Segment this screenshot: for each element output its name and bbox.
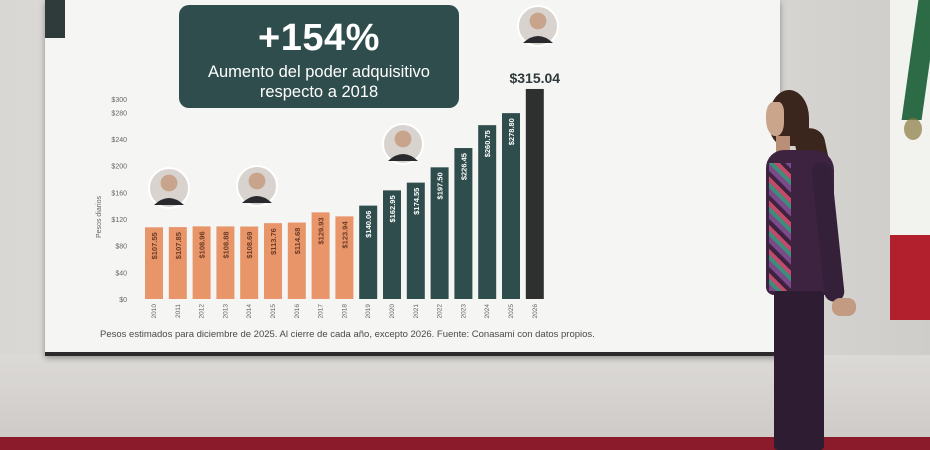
bar (359, 205, 378, 299)
x-tick-label: 2010 (151, 304, 158, 319)
bar (525, 88, 544, 300)
y-tick-label: $120 (111, 217, 127, 224)
x-tick-label: 2012 (199, 304, 206, 319)
portrait-face (394, 130, 412, 148)
bar-value-label: $107.85 (174, 232, 183, 259)
bar (335, 216, 354, 299)
x-tick-label: 2024 (484, 304, 491, 319)
x-tick-label: 2021 (413, 304, 420, 319)
portrait-face (529, 12, 547, 30)
x-tick-label: 2023 (460, 304, 467, 319)
x-tick-label: 2018 (341, 304, 348, 319)
headline-line-2: respecto a 2018 (259, 83, 379, 101)
bar-value-label: $129.93 (317, 217, 326, 244)
x-tick-label: 2020 (389, 304, 396, 319)
chart-footnote: Pesos estimados para diciembre de 2025. … (100, 329, 595, 340)
bar (430, 167, 449, 299)
portrait-suit (388, 154, 418, 161)
presenter-figure (760, 88, 860, 450)
portrait-face (160, 174, 178, 192)
bar (145, 227, 163, 299)
bar-value-label: $114.68 (293, 228, 302, 255)
bar (287, 222, 306, 299)
x-tick-label: 2022 (437, 304, 444, 319)
bar-value-label: $108.88 (221, 231, 230, 258)
portrait-suit (523, 36, 553, 43)
bar (264, 223, 282, 299)
x-tick-label: 2016 (294, 304, 301, 319)
bar (454, 148, 473, 299)
portrait-face (248, 172, 266, 190)
bar-value-label: $278.80 (507, 118, 516, 145)
y-tick-label: $0 (119, 297, 127, 304)
x-tick-label: 2014 (246, 304, 253, 319)
headline-subtitle: Aumento del poder adquisitivo respecto a… (199, 62, 439, 102)
bar-value-label: $108.96 (198, 231, 207, 258)
bar (406, 182, 425, 299)
bar-value-label: $226.45 (459, 153, 468, 180)
bar (216, 226, 235, 299)
y-tick-label: $40 (115, 270, 127, 277)
headline-box: +154% Aumento del poder adquisitivo resp… (179, 5, 459, 108)
x-tick-label: 2011 (175, 304, 182, 318)
bar (502, 113, 520, 299)
x-tick-label: 2025 (508, 304, 515, 319)
y-tick-label: $280 (111, 110, 127, 117)
x-tick-label: 2019 (365, 304, 372, 319)
final-bar-value-label: $315.04 (509, 70, 560, 86)
y-tick-label: $200 (111, 164, 127, 171)
mexico-flag (890, 0, 930, 320)
x-tick-label: 2013 (222, 304, 229, 319)
bar-value-label: $197.50 (436, 172, 445, 199)
bar (478, 125, 497, 300)
y-tick-label: $160 (111, 190, 127, 197)
bar-value-label: $140.06 (364, 211, 373, 238)
stage-red-strip (0, 437, 930, 450)
bar (311, 212, 330, 299)
bar-value-label: $260.75 (483, 130, 492, 157)
y-axis-label: Pesos diarios (96, 195, 103, 238)
x-tick-label: 2026 (532, 304, 539, 319)
headline-line-1: Aumento del poder adquisitivo (208, 63, 430, 81)
headline-percent: +154% (258, 17, 380, 59)
y-tick-label: $240 (111, 137, 127, 144)
bar-value-label: $113.76 (269, 228, 278, 255)
portrait-suit (242, 196, 272, 203)
bar-value-label: $123.94 (340, 221, 349, 249)
bar (192, 226, 211, 299)
bar-value-label: $107.55 (150, 232, 159, 259)
x-tick-label: 2017 (318, 304, 325, 319)
bar (240, 226, 259, 299)
bar (383, 190, 401, 299)
y-tick-label: $80 (115, 244, 127, 251)
portrait-suit (154, 198, 184, 205)
bar-value-label: $174.55 (412, 188, 421, 215)
screen-corner (45, 0, 65, 38)
bar-value-label: $108.69 (245, 232, 254, 259)
bar-value-label: $162.95 (388, 195, 397, 222)
bar (168, 227, 187, 299)
y-tick-label: $300 (111, 97, 127, 104)
x-tick-label: 2015 (270, 304, 277, 319)
